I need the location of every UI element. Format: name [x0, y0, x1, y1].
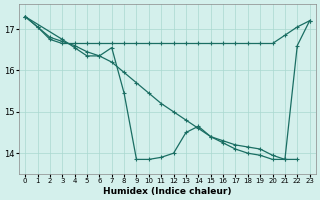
- X-axis label: Humidex (Indice chaleur): Humidex (Indice chaleur): [103, 187, 232, 196]
